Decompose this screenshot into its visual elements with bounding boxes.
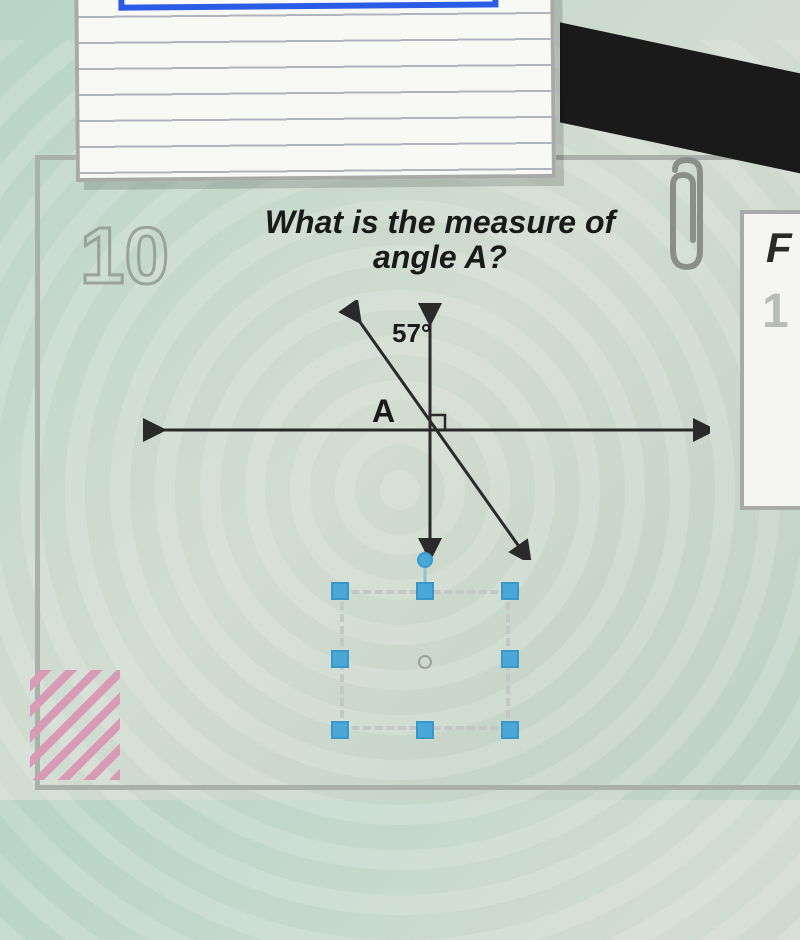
resize-handle-middle-right[interactable] — [501, 650, 519, 668]
question-line-1: What is the measure of — [265, 204, 615, 240]
paperclip-icon — [665, 155, 710, 275]
text-box-selection[interactable] — [340, 560, 510, 730]
center-marker — [418, 655, 432, 669]
resize-handle-bottom-right[interactable] — [501, 721, 519, 739]
resize-handle-middle-left[interactable] — [331, 650, 349, 668]
resize-handle-bottom-middle[interactable] — [416, 721, 434, 739]
adjacent-card-letter: F — [766, 224, 792, 272]
adjacent-card-peek: F 1 — [740, 210, 800, 510]
blue-selection-box — [118, 0, 498, 11]
question-number: 10 — [80, 210, 169, 302]
angle-diagram: 57° A — [130, 300, 710, 560]
hatched-corner-decoration — [30, 670, 120, 780]
resize-handle-top-middle[interactable] — [416, 582, 434, 600]
angle-value-label: 57° — [392, 318, 431, 348]
adjacent-card-number: 1 — [762, 284, 789, 339]
resize-handle-top-right[interactable] — [501, 582, 519, 600]
rotation-handle[interactable] — [417, 552, 433, 568]
question-line-2: angle A? — [373, 239, 507, 275]
angle-a-label: A — [372, 393, 395, 429]
skew-line — [355, 315, 525, 555]
resize-handle-top-left[interactable] — [331, 582, 349, 600]
resize-handle-bottom-left[interactable] — [331, 721, 349, 739]
lined-paper-overlay — [74, 0, 556, 182]
question-text: What is the measure of angle A? — [230, 205, 650, 275]
